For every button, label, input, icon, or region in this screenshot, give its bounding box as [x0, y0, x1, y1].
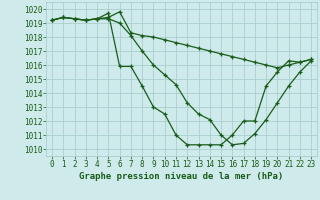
X-axis label: Graphe pression niveau de la mer (hPa): Graphe pression niveau de la mer (hPa)	[79, 172, 284, 181]
